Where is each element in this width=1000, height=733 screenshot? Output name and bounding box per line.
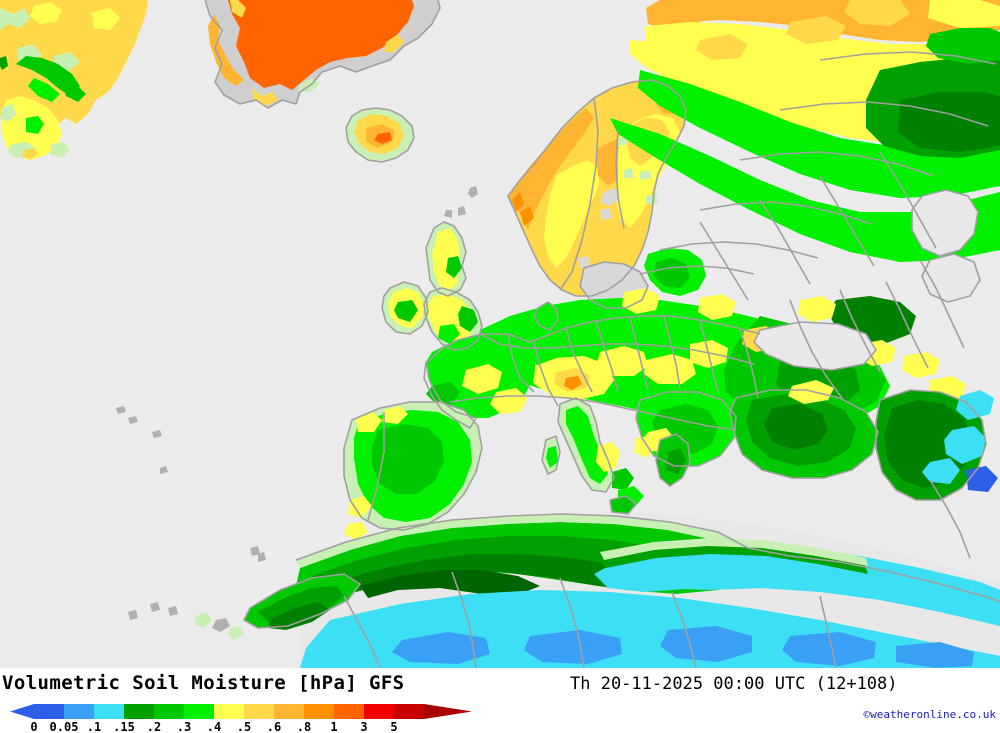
colorbar-tick-5: .3	[177, 720, 191, 733]
colorbar-svg[interactable]: 0 0.05 .1 .15 .2 .3 .4 .5 .6 .8 1 3 5	[0, 700, 500, 733]
colorbar-band-4	[154, 704, 184, 719]
colorbar-tick-9: .8	[297, 720, 311, 733]
footer-panel: Volumetric Soil Moisture [hPa] GFS Th 20…	[0, 668, 1000, 733]
colorbar-band-3	[124, 704, 154, 719]
region-levant	[876, 390, 998, 500]
colorbar-band-10	[334, 704, 364, 719]
colorbar-band-6	[214, 704, 244, 719]
colorbar-band-9	[304, 704, 334, 719]
region-british-isles	[382, 186, 482, 350]
colorbar-tick-4: .2	[147, 720, 161, 733]
colorbar-tick-12: 5	[390, 720, 397, 733]
colorbar-band-5	[184, 704, 214, 719]
map-borders	[204, 0, 1000, 668]
region-northeast-canada	[0, 0, 148, 160]
colorbar-tick-2: .1	[87, 720, 101, 733]
colorbar-band-0	[34, 704, 64, 719]
colorbar-tick-3: .15	[113, 720, 135, 733]
region-greece-turkey	[656, 380, 878, 486]
colorbar-band-2	[94, 704, 124, 719]
page-title: Volumetric Soil Moisture [hPa] GFS	[2, 672, 405, 694]
soil-moisture-map[interactable]	[0, 0, 1000, 668]
colorbar-band-1	[64, 704, 94, 719]
colorbar-tick-6: .4	[207, 720, 221, 733]
colorbar-band-12	[394, 704, 424, 719]
region-northeast-europe	[610, 0, 1000, 262]
colorbar-band-11	[364, 704, 394, 719]
colorbar-tick-1: 0.05	[50, 720, 79, 733]
region-inland-seas	[754, 190, 980, 370]
region-north-africa	[244, 512, 1000, 668]
colorbar-tick-10: 1	[330, 720, 337, 733]
colorbar-under-arrow	[10, 704, 34, 719]
colorbar-band-7	[244, 704, 274, 719]
colorbar-tick-8: .6	[267, 720, 281, 733]
region-france	[426, 334, 536, 418]
region-greenland	[205, 0, 440, 108]
colorbar-tick-7: .5	[237, 720, 251, 733]
colorbar[interactable]: 0 0.05 .1 .15 .2 .3 .4 .5 .6 .8 1 3 5	[0, 700, 500, 733]
run-datetime-label: Th 20-11-2025 00:00 UTC (12+108)	[570, 674, 898, 694]
colorbar-tick-0: 0	[30, 720, 37, 733]
colorbar-tick-11: 3	[360, 720, 367, 733]
colorbar-over-arrow	[424, 704, 472, 719]
region-iceland	[346, 108, 414, 162]
region-atlantic-islands	[116, 406, 266, 640]
copyright-label: ©weatheronline.co.uk	[863, 708, 996, 721]
colorbar-band-8	[274, 704, 304, 719]
map-canvas[interactable]	[0, 0, 1000, 668]
region-iberia	[344, 402, 482, 540]
